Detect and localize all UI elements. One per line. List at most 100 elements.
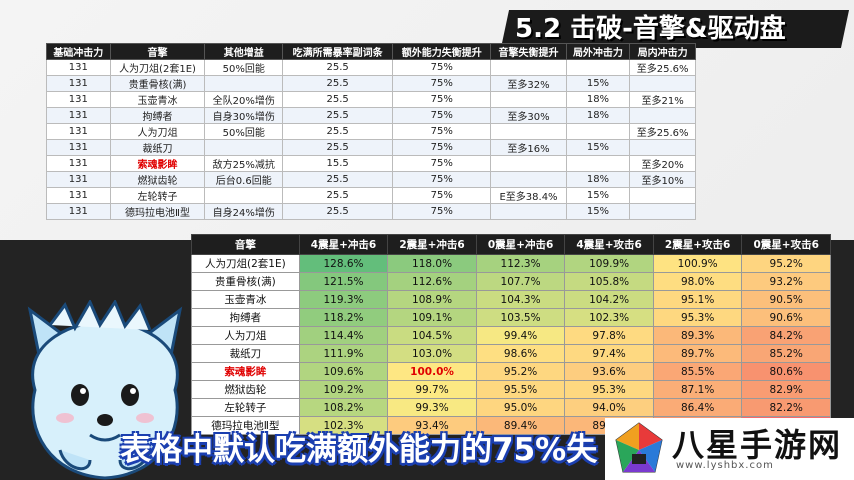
damage-value-cell: 119.3% [298, 290, 389, 309]
comparison-header-2: 2震星+冲击6 [387, 234, 477, 255]
stats-cell: 131 [46, 203, 111, 220]
stats-cell: 后台0.6回能 [204, 171, 284, 188]
stats-row: 131 裁纸刀 25.5 75% 至多16% 15% [46, 139, 696, 156]
damage-value-cell: 93.4% [387, 416, 477, 435]
stats-header-7: 局内冲击力 [629, 43, 696, 60]
weapon-name-cell: 贵重骨核(满) [109, 75, 206, 92]
stats-cell: 15% [565, 187, 631, 204]
damage-value-cell: 109.9% [564, 254, 654, 273]
damage-value-cell: 87.1% [652, 380, 743, 399]
weapon-name-cell: 人为刀俎(2套1E) [191, 254, 300, 273]
weapon-name-cell: 裁纸刀 [191, 344, 300, 363]
damage-value-cell: 108.9% [387, 290, 477, 309]
stats-cell: 131 [46, 139, 111, 156]
stats-cell [490, 123, 567, 140]
stats-row: 131 左轮转子 25.5 75% E至多38.4% 15% [46, 187, 696, 204]
damage-value-cell: 107.7% [475, 272, 566, 291]
damage-value-cell: 85.2% [741, 344, 831, 363]
comparison-header-5: 2震星+攻击6 [652, 234, 743, 255]
stats-cell: 75% [392, 187, 492, 204]
stats-cell: 18% [565, 91, 631, 108]
damage-value-cell: 102.3% [564, 308, 654, 327]
damage-value-cell: 97.8% [564, 326, 654, 345]
stats-cell: 75% [392, 123, 492, 140]
comparison-row: 裁纸刀 111.9% 103.0% 98.6% 97.4% 89.7% 85.2% [191, 344, 831, 363]
weapon-name-cell: 拘缚者 [191, 308, 300, 327]
stats-cell: 至多20% [629, 155, 696, 172]
damage-value-cell: 98.6% [475, 344, 566, 363]
stats-cell: 75% [392, 171, 492, 188]
damage-value-cell: 82.9% [741, 380, 831, 399]
stats-cell [629, 107, 696, 124]
stats-header-6: 局外冲击力 [565, 43, 631, 60]
stats-cell: 75% [392, 75, 492, 92]
weapon-name-cell: 人为刀俎 [191, 326, 300, 345]
stats-cell: 50%回能 [204, 123, 284, 140]
damage-value-cell: 118.0% [387, 254, 477, 273]
comparison-row: 拘缚者 118.2% 109.1% 103.5% 102.3% 95.3% 90.6% [191, 308, 831, 327]
stats-cell: 至多25.6% [629, 59, 696, 76]
stats-cell: 全队20%增伤 [204, 91, 284, 108]
stats-cell: 敌方25%减抗 [204, 155, 284, 172]
damage-value-cell: 95.3% [564, 380, 654, 399]
stats-cell [629, 203, 696, 220]
damage-value-cell: 99.4% [475, 326, 566, 345]
damage-value-cell: 104.2% [564, 290, 654, 309]
stats-row: 131 人为刀俎(2套1E) 50%回能 25.5 75% 至多25.6% [46, 59, 696, 76]
damage-value-cell: 95.0% [475, 398, 566, 417]
stats-cell: 25.5 [282, 107, 394, 124]
weapon-name-cell: 索魂影眸 [191, 362, 300, 381]
damage-value-cell: 100.9% [652, 254, 743, 273]
damage-value-cell: 89.4% [475, 416, 566, 435]
stats-cell [490, 59, 567, 76]
stats-row: 131 玉壶青冰 全队20%增伤 25.5 75% 18% 至多21% [46, 91, 696, 108]
stats-header-4: 额外能力失衡提升 [392, 43, 492, 60]
damage-value-cell: 94.0% [564, 398, 654, 417]
stats-cell [565, 123, 631, 140]
stats-cell: 75% [392, 59, 492, 76]
stats-cell: 自身30%增伤 [204, 107, 284, 124]
stats-cell: 75% [392, 91, 492, 108]
site-logo-icon [615, 422, 663, 473]
stats-cell: E至多38.4% [490, 187, 567, 204]
damage-value-cell: 109.1% [387, 308, 477, 327]
comparison-header-3: 0震星+冲击6 [475, 234, 566, 255]
comparison-row: 左轮转子 108.2% 99.3% 95.0% 94.0% 86.4% 82.2% [191, 398, 831, 417]
comparison-row: 人为刀俎(2套1E) 128.6% 118.0% 112.3% 109.9% 100.9%… [191, 254, 831, 273]
site-logo-text: 八星手游网 [672, 426, 843, 464]
stats-cell: 131 [46, 75, 111, 92]
damage-value-cell: 103.5% [475, 308, 566, 327]
stats-cell [490, 155, 567, 172]
damage-value-cell: 105.8% [564, 272, 654, 291]
stats-cell [629, 187, 696, 204]
damage-value-cell: 97.4% [564, 344, 654, 363]
stats-cell: 75% [392, 139, 492, 156]
weapon-name-cell: 人为刀俎(2套1E) [109, 59, 206, 76]
comparison-header-0: 音擎 [191, 234, 300, 255]
stats-header-0: 基础冲击力 [46, 43, 111, 60]
stats-cell: 131 [46, 155, 111, 172]
stats-row: 131 燃狱齿轮 后台0.6回能 25.5 75% 18% 至多10% [46, 171, 696, 188]
damage-value-cell: 103.0% [387, 344, 477, 363]
damage-value-cell: 84.2% [741, 326, 831, 345]
damage-value-cell: 112.6% [387, 272, 477, 291]
stats-cell: 25.5 [282, 171, 394, 188]
weapon-name-cell: 德玛拉电池Ⅱ型 [109, 203, 206, 220]
stats-row: 131 贵重骨核(满) 25.5 75% 至多32% 15% [46, 75, 696, 92]
stats-cell: 至多30% [490, 107, 567, 124]
stats-cell: 25.5 [282, 59, 394, 76]
stats-cell [565, 59, 631, 76]
weapon-name-cell: 燃狱齿轮 [109, 171, 206, 188]
stats-cell [565, 155, 631, 172]
damage-value-cell: 99.3% [387, 398, 477, 417]
stats-cell: 25.5 [282, 139, 394, 156]
page-title: 5.2 击破-音擎&驱动盘 [515, 14, 786, 44]
stats-cell [490, 203, 567, 220]
stats-table: 基础冲击力 音擎 其他增益 吃满所需暴率副词条 额外能力失衡提升 音擎失衡提升 局外冲击力局… [46, 43, 696, 220]
comparison-row: 人为刀俎 114.4% 104.5% 99.4% 97.8% 89.3% 84.2% [191, 326, 831, 345]
damage-value-cell: 86.4% [652, 398, 743, 417]
damage-value-cell: 121.5% [298, 272, 389, 291]
stats-cell: 131 [46, 171, 111, 188]
stats-cell [490, 171, 567, 188]
comparison-row: 贵重骨核(满) 121.5% 112.6% 107.7% 105.8% 98.0% 93.2… [191, 272, 831, 291]
